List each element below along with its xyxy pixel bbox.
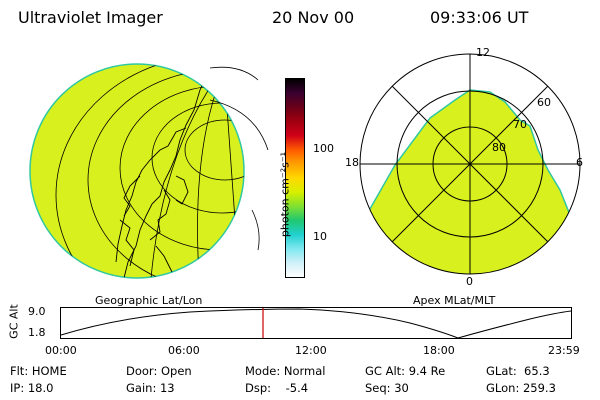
time-tick-1200: 12:00	[295, 344, 327, 357]
mlt-12-label: 12	[476, 46, 490, 59]
time-tick-0000: 00:00	[45, 344, 77, 357]
colorbar-tick-100: 100	[313, 142, 334, 155]
polar-image	[359, 53, 581, 275]
altitude-plot	[60, 307, 572, 339]
glat-status: GLat: 65.3	[486, 364, 550, 378]
glon-status: GLon: 259.3	[486, 381, 556, 395]
time-tick-1800: 18:00	[423, 344, 455, 357]
image-panels	[29, 53, 581, 279]
door-status: Door: Open	[126, 364, 192, 378]
geographic-image	[29, 63, 269, 279]
color-scale-bar	[285, 78, 305, 278]
mlat-60-label: 60	[537, 96, 551, 109]
sequence-status: Seq: 30	[365, 381, 409, 395]
time-tick-0600: 06:00	[168, 344, 200, 357]
instrument-title: Ultraviolet Imager	[18, 8, 163, 27]
coastline	[115, 71, 209, 278]
gain-status: Gain: 13	[126, 381, 175, 395]
mlt-0-label: 0	[466, 275, 473, 288]
mlat-80-label: 80	[492, 141, 506, 154]
dsp-status: Dsp: -5.4	[245, 381, 309, 395]
polar-grid	[359, 53, 581, 275]
mlt-6-label: 6	[576, 156, 583, 169]
gc-altitude-status: GC Alt: 9.4 Re	[365, 364, 446, 378]
altitude-curve	[60, 308, 572, 339]
time-tick-2359: 23:59	[548, 344, 580, 357]
colorbar-tick-10: 10	[313, 230, 327, 243]
polar-panel-label: Apex MLat/MLT	[413, 294, 496, 307]
geo-grid-outer	[209, 66, 269, 251]
altitude-plot-frame	[60, 307, 572, 339]
colorbar-unit-label: photon cm⁻²s⁻¹	[278, 151, 292, 238]
geographic-panel-label: Geographic Lat/Lon	[95, 294, 203, 307]
altitude-ylabel: GC Alt	[7, 304, 21, 339]
date-label: 20 Nov 00	[272, 8, 355, 27]
flight-status: Flt: HOME	[10, 364, 67, 378]
mode-status: Mode: Normal	[245, 364, 326, 378]
ip-status: IP: 18.0	[10, 381, 54, 395]
altitude-ytick-min: 1.8	[28, 326, 46, 339]
mlat-70-label: 70	[513, 118, 527, 131]
altitude-ytick-max: 9.0	[28, 305, 46, 318]
auroral-emission	[360, 89, 571, 274]
mlt-18-label: 18	[345, 156, 359, 169]
time-label: 09:33:06 UT	[430, 8, 529, 27]
